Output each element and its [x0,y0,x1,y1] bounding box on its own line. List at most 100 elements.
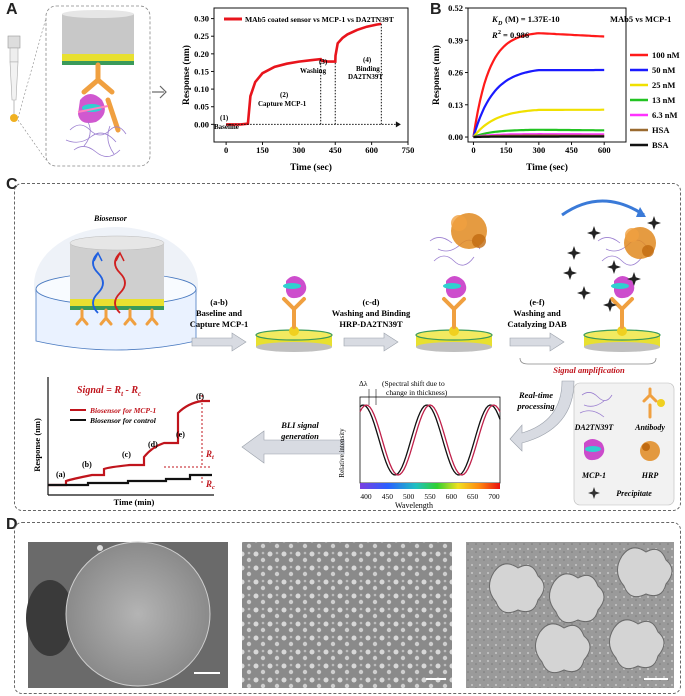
antibody-icon [81,62,121,133]
legend-mcp1-line: Biosensor for MCP-1 [89,406,156,415]
realtime-2: processing [516,401,555,411]
precipitate-icon [563,266,577,280]
chart-b-ytick-label: 0.39 [448,35,463,45]
panel-letter-d: D [6,516,18,533]
bli-arrow [241,430,345,464]
kd-value: (M) = 1.37E-10 [505,14,560,24]
precipitate-icon [587,226,601,240]
chart-b-series-line [472,32,605,138]
chart-a-ylabel: Response (nm) [181,45,192,105]
chart-b-legend-label: HSA [652,125,670,135]
spectral-tick-label: 500 [403,492,415,501]
step-4-label-line2: DA2TN39T [348,73,383,81]
rc-label: Rc [205,479,215,491]
chart-b-legend-label: 100 nM [652,50,680,60]
sem-image-crystal-closeup [466,542,674,688]
antibody-icon [282,297,306,329]
precipitate-icon [647,216,661,230]
process-arrow-2 [343,332,399,352]
bli-1: BLI signal [280,420,319,430]
spectral-tick-label: 650 [467,492,479,501]
process-arrow-1 [191,332,247,352]
chart-b-ytick-label: 0.26 [448,68,463,78]
chart-a-arrowhead-icon [395,121,401,128]
legend-antibody-icon [642,387,658,419]
chart-a-frame [213,7,409,143]
step-ef-1: (e-f) [529,297,544,307]
sem-image-crystal-array [242,542,452,688]
step-1-label: Baseline [214,123,239,131]
legend-precipitate: Precipitate [616,489,652,498]
chart-b-xtick-label: 0 [471,145,475,155]
sensor-disc-base [416,342,492,352]
precipitate-icon [603,298,617,312]
chart-a-xtick-label: 450 [329,145,342,155]
chart-a-xlabel: Time (sec) [290,162,332,173]
step-cd-1: (c-d) [363,297,380,307]
legend-da2tn39t-icon [579,392,613,418]
spectral-note-1: (Spectral shift due to [382,379,445,388]
resp-step-marker: (a) [56,470,66,479]
bli-2: generation [280,431,319,441]
panel-b-chart: 0 150 300 450 600 0.00 0.13 0.26 0.39 0.52 Time (s… [431,3,680,173]
sem-image-sensor-tip [26,541,228,688]
mcp1-protein-icon [77,94,109,123]
chart-b-legend-label: 25 nM [652,80,675,90]
arrow-icon [159,85,167,99]
spectral-curve-after [359,404,501,476]
spectral-tick-label: 400 [360,492,372,501]
panel-letter-a: A [6,1,18,18]
step-2-label: Capture MCP-1 [258,100,307,108]
chart-a-series-line [226,22,382,126]
resp-step-marker: (e) [176,430,185,439]
resp-step-marker: (f) [196,392,204,401]
precipitate-icon [567,246,581,260]
legend-antibody-gold-icon [657,399,665,407]
legend-precipitate-icon [588,487,600,499]
mcp1-helix-icon [443,283,461,289]
chart-a-ytick-label: 0.25 [194,31,209,41]
panel-c-schematic: Biosensor (a-b) Baseline and Capture MCP… [32,199,675,510]
chart-a-ytick-label: 0.30 [194,14,209,24]
panel-b-title: MAb5 vs MCP-1 [610,14,671,24]
da2tn39t-protein-icon [65,121,127,157]
biosensor-probe-icon [7,35,21,122]
realtime-arrow [509,380,575,452]
precipitate-icon [577,286,591,300]
legend-mcp1: MCP-1 [581,471,606,480]
panel-letter-b: B [430,1,442,18]
chart-b-xtick-label: 600 [598,145,611,155]
biosensor-illustration [34,227,198,351]
biosensor-label: Biosensor [93,214,128,223]
step-cd-2: Washing and Binding [332,308,411,318]
chart-b-ytick-label: 0.52 [448,3,463,13]
process-arrow-3 [509,332,565,352]
catalysis-arrow-icon [561,199,645,217]
panel-a-illustration [7,5,167,167]
step-3-number: (3) [319,58,328,66]
step-4-label-line1: Binding [356,65,380,73]
resp-control-line [48,473,212,487]
hrp-enzyme-icon [451,213,487,249]
r2-label: R [491,30,498,40]
spectral-tick-label: 700 [488,492,500,501]
step-1-number: (1) [220,114,229,122]
chart-a-ytick-label: 0.10 [194,84,209,94]
r2-sup: 2 [498,30,501,36]
legend-hrp: HRP [641,471,659,480]
chart-a-xtick-label: 150 [256,145,269,155]
legend-mcp1-icon [584,439,605,461]
chart-b-xtick-label: 300 [532,145,545,155]
chart-b-series-line [473,128,605,139]
chart-b-frame [467,7,627,143]
chart-a-ytick-label: 0.05 [194,102,209,112]
chart-a-xtick-label: 600 [365,145,378,155]
sensor-cylinder-icon [62,10,134,65]
step-ef-2: Washing and [513,308,561,318]
realtime-1: Real-time [518,390,553,400]
wavelength-spectrum-bar [360,483,500,489]
spectral-note-2: change in thickness) [386,388,448,397]
panel-d-sem-images [26,541,674,688]
legend-hrp-icon [640,441,660,461]
step-3-label: Washing [300,67,327,75]
